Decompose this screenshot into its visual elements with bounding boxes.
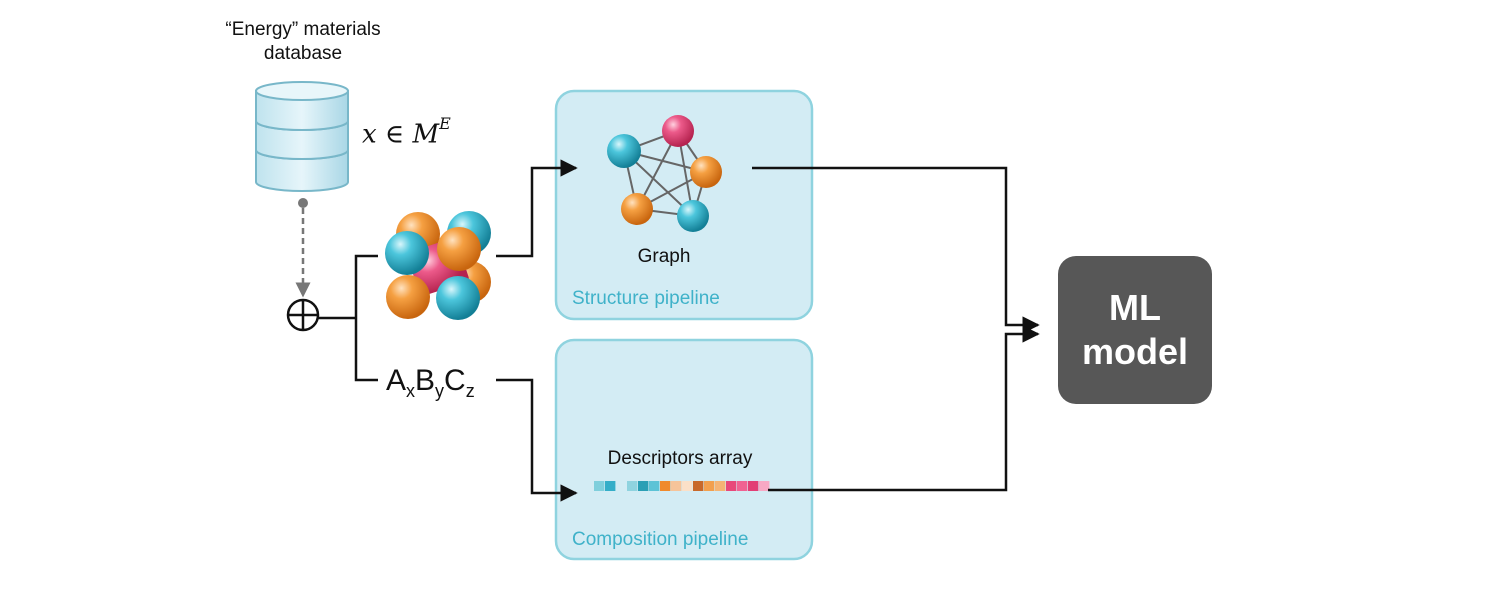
composition-pipeline-box <box>554 338 814 561</box>
descriptor-cell <box>660 481 671 491</box>
descriptor-cell <box>726 481 737 491</box>
formula-C-sub: z <box>465 381 475 401</box>
descriptor-cell <box>693 481 704 491</box>
arrow-structure-to-ml <box>752 166 1040 334</box>
database-icon <box>255 81 349 192</box>
graph-icon <box>607 115 722 232</box>
descriptor-cell <box>737 481 748 491</box>
ml-model-line1: ML <box>1109 287 1161 328</box>
database-title: “Energy” materials database <box>203 18 403 66</box>
formula-A-sub: x <box>406 381 416 401</box>
descriptors-array <box>594 481 770 491</box>
descriptor-cell <box>616 481 627 491</box>
descriptor-cell <box>704 481 715 491</box>
formula-B-sub: y <box>435 381 445 401</box>
composition-pipeline-label: Composition pipeline <box>572 529 749 550</box>
descriptor-cell <box>594 481 605 491</box>
formula-B: B <box>415 364 436 397</box>
database-connector-dot <box>298 198 308 208</box>
database-title-line2: database <box>263 43 343 64</box>
ml-model-line2: model <box>1081 331 1188 372</box>
direct-sum-icon <box>286 298 320 332</box>
membership-expression: x ∈ ME <box>362 114 451 150</box>
database-title-line1: “Energy” materials <box>225 19 381 40</box>
descriptor-cell <box>605 481 616 491</box>
formula-A: A <box>386 364 407 397</box>
arrow-composition-to-ml <box>768 325 1040 492</box>
descriptor-cell <box>649 481 660 491</box>
descriptor-cell <box>638 481 649 491</box>
membership-math: x ∈ M <box>362 119 440 150</box>
descriptor-cell <box>715 481 726 491</box>
descriptors-array-label: Descriptors array <box>607 448 753 469</box>
split-bracket <box>318 254 378 382</box>
crystal-structure-icon <box>385 211 491 320</box>
descriptor-cell <box>627 481 638 491</box>
descriptor-cell <box>759 481 770 491</box>
arrow-to-composition-pipeline <box>496 378 578 502</box>
graph-label: Graph <box>637 246 691 267</box>
structure-pipeline-label: Structure pipeline <box>572 288 720 309</box>
arrow-to-structure-pipeline <box>496 159 578 258</box>
ml-model-box: ML model <box>1058 256 1212 404</box>
membership-superscript: E <box>439 114 451 133</box>
formula-C: C <box>444 364 466 397</box>
descriptor-cell <box>671 481 682 491</box>
descriptor-cell <box>748 481 759 491</box>
composition-formula: AxByCz <box>386 364 475 402</box>
descriptor-cell <box>682 481 693 491</box>
